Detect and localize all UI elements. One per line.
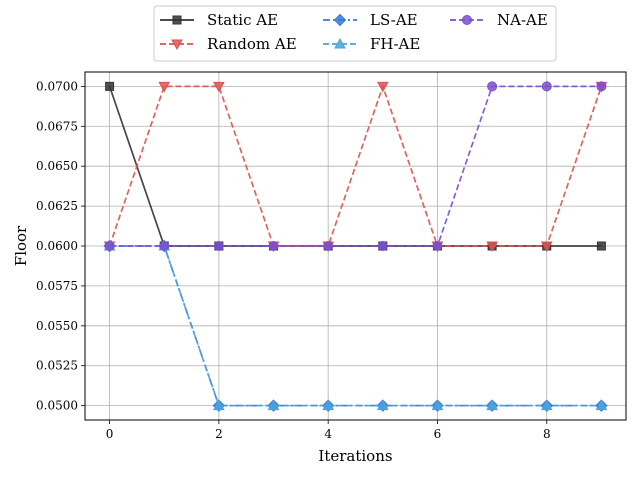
- y-tick-label: 0.0525: [36, 359, 78, 373]
- legend-label: NA-AE: [497, 11, 548, 29]
- y-tick-label: 0.0675: [36, 119, 78, 133]
- x-tick-label: 2: [215, 427, 223, 441]
- legend-item-na-ae: NA-AE: [450, 11, 548, 29]
- data-point-static-ae: [596, 241, 606, 251]
- y-tick-label: 0.0700: [36, 79, 78, 93]
- x-tick-label: 6: [434, 427, 442, 441]
- y-axis-label: Floor: [12, 225, 30, 266]
- data-point-random-ae: [213, 81, 225, 93]
- x-tick-label: 8: [543, 427, 551, 441]
- legend-item-ls-ae: LS-AE: [323, 11, 418, 29]
- data-point-na-ae: [596, 81, 607, 92]
- data-point-static-ae: [105, 81, 115, 91]
- data-point-na-ae: [377, 241, 388, 251]
- y-tick-label: 0.0625: [36, 199, 78, 213]
- legend-label: Static AE: [207, 11, 278, 29]
- y-tick-label: 0.0500: [36, 399, 78, 413]
- data-point-na-ae: [268, 241, 279, 251]
- x-axis-label: Iterations: [318, 447, 392, 465]
- series-line-random-ae: [108, 83, 603, 247]
- data-point-random-ae: [376, 81, 389, 93]
- data-point-fh-ae: [213, 399, 225, 411]
- data-point-fh-ae: [376, 399, 389, 411]
- x-tick-label: 0: [106, 427, 114, 441]
- series-fh-ae: [103, 239, 608, 411]
- legend-marker: [333, 13, 347, 27]
- y-tick-label: 0.0650: [36, 159, 78, 173]
- series-line-fh-ae: [109, 245, 602, 407]
- data-point-na-ae: [213, 241, 224, 251]
- data-point-na-ae: [104, 241, 115, 251]
- legend-item-static-ae: Static AE: [160, 11, 278, 29]
- legend-marker: [172, 15, 182, 25]
- data-point-random-ae: [158, 81, 171, 93]
- legend-marker: [462, 15, 472, 25]
- x-tick-label: 4: [324, 427, 332, 441]
- legend: Static AE Random AE LS-AE FH-AE NA-AE: [153, 5, 557, 62]
- series-random-ae: [103, 81, 608, 253]
- legend-item-random-ae: Random AE: [160, 35, 297, 53]
- data-point-fh-ae: [267, 399, 280, 411]
- legend-label: LS-AE: [370, 11, 418, 29]
- data-point-na-ae: [432, 241, 443, 251]
- legend-label: Random AE: [207, 35, 297, 53]
- series-na-ae: [104, 81, 607, 251]
- y-tick-label: 0.0600: [36, 239, 78, 253]
- legend-label: FH-AE: [370, 35, 420, 53]
- data-point-fh-ae: [595, 399, 608, 411]
- data-point-fh-ae: [540, 399, 553, 411]
- series-group: [103, 81, 608, 412]
- legend-marker: [334, 37, 346, 49]
- y-tick-label: 0.0550: [36, 319, 78, 333]
- data-point-random-ae: [540, 241, 553, 253]
- data-point-fh-ae: [431, 399, 444, 411]
- y-axis-ticks: 0.0500 0.0525 0.0550 0.0575 0.0600 0.0625 0.06…: [36, 79, 85, 413]
- data-point-na-ae: [159, 241, 170, 251]
- data-point-random-ae: [486, 241, 498, 253]
- legend-marker: [171, 39, 183, 51]
- series-line-na-ae: [109, 85, 602, 247]
- data-point-fh-ae: [486, 399, 498, 411]
- data-point-na-ae: [323, 241, 334, 251]
- y-tick-label: 0.0575: [36, 279, 78, 293]
- data-point-na-ae: [541, 81, 552, 92]
- x-axis-ticks: 0 2 4 6 8: [106, 420, 551, 441]
- data-point-fh-ae: [322, 399, 335, 411]
- data-point-na-ae: [487, 81, 498, 92]
- legend-item-fh-ae: FH-AE: [323, 35, 420, 53]
